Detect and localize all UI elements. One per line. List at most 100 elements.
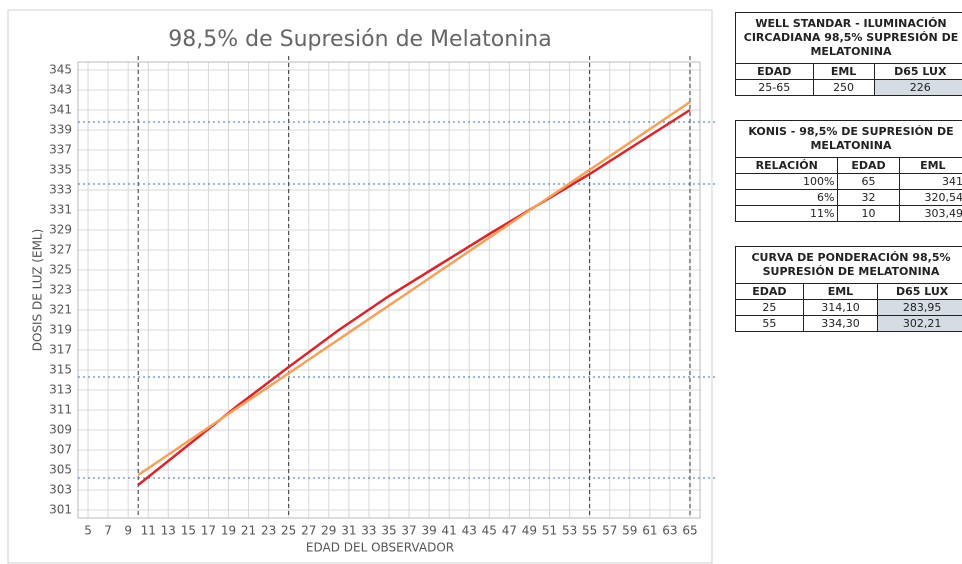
y-tick-label: 301 xyxy=(49,503,72,517)
cell: 314,10 xyxy=(802,299,879,316)
y-tick-label: 327 xyxy=(49,243,72,257)
y-tick-label: 325 xyxy=(49,263,72,277)
y-tick-label: 343 xyxy=(49,83,72,97)
y-axis-label: DOSIS DE LUZ (EML) xyxy=(31,229,45,352)
header-cell: D65 LUX xyxy=(873,63,962,80)
cell: 10 xyxy=(837,205,900,222)
chart-title: 98,5% de Supresión de Melatonina xyxy=(168,27,552,52)
cell: 283,95 xyxy=(877,299,962,316)
tables: WELL STANDAR - ILUMINACIÓN CIRCADIANA 98… xyxy=(735,12,962,564)
cell: 11% xyxy=(735,205,839,222)
cell: 32 xyxy=(837,189,900,206)
x-tick-label: 25 xyxy=(281,524,296,538)
x-tick-label: 53 xyxy=(562,524,577,538)
y-tick-label: 319 xyxy=(49,323,72,337)
x-tick-label: 47 xyxy=(502,524,517,538)
y-tick-label: 331 xyxy=(49,203,72,217)
x-tick-label: 59 xyxy=(622,524,637,538)
x-tick-label: 21 xyxy=(241,524,256,538)
table-header-row: RELACIÓN EDAD EML xyxy=(735,157,962,174)
table: CURVA DE PONDERACIÓN 98,5% SUPRESIÓN DE … xyxy=(735,246,962,332)
x-tick-label: 31 xyxy=(341,524,356,538)
series-line xyxy=(137,100,691,477)
header-cell: EDAD xyxy=(837,157,900,174)
x-tick-label: 65 xyxy=(682,524,697,538)
x-tick-label: 57 xyxy=(602,524,617,538)
y-tick-label: 337 xyxy=(49,143,72,157)
x-tick-label: 19 xyxy=(221,524,236,538)
header-cell: EDAD xyxy=(735,63,814,80)
x-tick-label: 49 xyxy=(522,524,537,538)
table-row: 100% 65 341 xyxy=(735,173,962,190)
plot-area xyxy=(77,61,701,519)
y-tick-label: 317 xyxy=(49,343,72,357)
y-tick-label: 315 xyxy=(49,363,72,377)
x-tick-label: 41 xyxy=(442,524,457,538)
y-tick-label: 311 xyxy=(49,403,72,417)
x-tick-label: 17 xyxy=(201,524,216,538)
y-tick-label: 335 xyxy=(49,163,72,177)
table-header-row: EDAD EML D65 LUX xyxy=(735,283,962,300)
cell: 302,21 xyxy=(877,315,962,332)
chart-frame xyxy=(7,9,713,564)
y-tick-label: 321 xyxy=(49,303,72,317)
table-title-row: CURVA DE PONDERACIÓN 98,5% SUPRESIÓN DE … xyxy=(735,246,962,284)
y-tick-label: 309 xyxy=(49,423,72,437)
header-cell: D65 LUX xyxy=(877,283,962,300)
x-tick-label: 51 xyxy=(542,524,557,538)
x-tick-label: 13 xyxy=(161,524,176,538)
table-title: CURVA DE PONDERACIÓN 98,5% SUPRESIÓN DE … xyxy=(735,246,962,284)
y-tick-label: 339 xyxy=(49,123,72,137)
cell: 65 xyxy=(837,173,900,190)
cell: 303,49 xyxy=(898,205,962,222)
cell: 25 xyxy=(735,299,804,316)
header-cell: EDAD xyxy=(735,283,804,300)
cell: 226 xyxy=(873,79,962,96)
y-tick-label: 345 xyxy=(49,63,72,77)
cell: 100% xyxy=(735,173,839,190)
table-header-row: EDAD EML D65 LUX xyxy=(735,63,962,80)
x-tick-label: 11 xyxy=(141,524,156,538)
y-tick-label: 303 xyxy=(49,483,72,497)
y-tick-label: 323 xyxy=(49,283,72,297)
x-tick-label: 45 xyxy=(482,524,497,538)
y-tick-label: 307 xyxy=(49,443,72,457)
x-tick-label: 33 xyxy=(361,524,376,538)
cell: 334,30 xyxy=(802,315,879,332)
header-cell: EML xyxy=(802,283,879,300)
cell: 55 xyxy=(735,315,804,332)
x-tick-label: 63 xyxy=(662,524,677,538)
chart: 98,5% de Supresión de Melatonina EDAD DE… xyxy=(7,9,716,564)
x-tick-label: 39 xyxy=(421,524,436,538)
header-cell: RELACIÓN xyxy=(735,157,839,174)
table-title: WELL STANDAR - ILUMINACIÓN CIRCADIANA 98… xyxy=(735,12,962,64)
x-tick-label: 7 xyxy=(104,524,112,538)
x-tick-label: 43 xyxy=(462,524,477,538)
x-tick-label: 55 xyxy=(582,524,597,538)
y-tick-label: 341 xyxy=(49,103,72,117)
cell: 6% xyxy=(735,189,839,206)
x-tick-label: 9 xyxy=(124,524,132,538)
x-tick-label: 27 xyxy=(301,524,316,538)
table-row: 25 314,10 283,95 xyxy=(735,299,962,316)
x-tick-label: 23 xyxy=(261,524,276,538)
table-row: 11% 10 303,49 xyxy=(735,205,962,222)
table-row: 6% 32 320,54 xyxy=(735,189,962,206)
table: WELL STANDAR - ILUMINACIÓN CIRCADIANA 98… xyxy=(735,12,962,96)
cell: 25-65 xyxy=(735,79,814,96)
table-row: 25-65 250 226 xyxy=(735,79,962,96)
x-tick-label: 5 xyxy=(84,524,92,538)
table-row: 55 334,30 302,21 xyxy=(735,315,962,332)
cell: 341 xyxy=(898,173,962,190)
y-tick-label: 305 xyxy=(49,463,72,477)
table-title: KONIS - 98,5% DE SUPRESIÓN DE MELATONINA xyxy=(735,120,962,158)
header-cell: EML xyxy=(898,157,962,174)
y-tick-label: 333 xyxy=(49,183,72,197)
x-tick-label: 61 xyxy=(642,524,657,538)
x-tick-label: 35 xyxy=(381,524,396,538)
table-title-row: WELL STANDAR - ILUMINACIÓN CIRCADIANA 98… xyxy=(735,12,962,64)
x-tick-label: 29 xyxy=(321,524,336,538)
x-tick-label: 15 xyxy=(181,524,196,538)
y-tick-label: 329 xyxy=(49,223,72,237)
